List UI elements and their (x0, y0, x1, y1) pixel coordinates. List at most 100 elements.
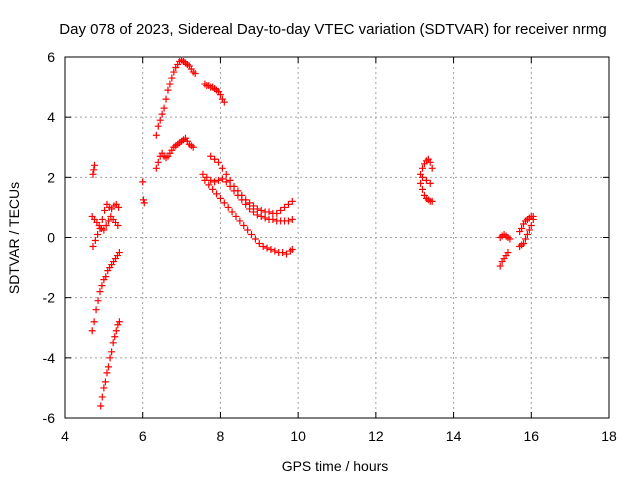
data-point (114, 321, 122, 329)
data-point (101, 206, 109, 214)
x-tick-label: 14 (446, 428, 462, 444)
x-tick-label: 10 (290, 428, 306, 444)
grid (65, 57, 609, 418)
x-tick-label: 4 (61, 428, 69, 444)
data-point (164, 86, 172, 94)
data-point (114, 221, 122, 229)
data-point (253, 205, 261, 213)
data-point (214, 158, 222, 166)
data-point (115, 318, 123, 326)
x-tick-label: 12 (368, 428, 384, 444)
data-point (220, 98, 228, 106)
data-point (261, 214, 269, 222)
data-point (105, 363, 113, 371)
x-tick-label: 6 (139, 428, 147, 444)
data-point (238, 196, 246, 204)
data-point (92, 306, 100, 314)
data-point (139, 178, 147, 186)
data-point (152, 164, 160, 172)
data-points (88, 56, 537, 410)
data-point (281, 203, 289, 211)
data-point (88, 327, 96, 335)
data-point (100, 226, 108, 234)
data-point (156, 116, 164, 124)
data-point (255, 240, 263, 248)
data-point (226, 182, 234, 190)
data-point (115, 203, 123, 211)
data-point (428, 164, 436, 172)
data-point (209, 185, 217, 193)
y-tick-label: -6 (43, 410, 56, 426)
data-point (96, 288, 104, 296)
y-tick-label: 6 (47, 49, 55, 65)
data-point (160, 104, 168, 112)
data-point (428, 197, 436, 205)
data-point (214, 176, 222, 184)
data-point (228, 208, 236, 216)
data-point (213, 190, 221, 198)
y-tick-label: 0 (47, 230, 55, 246)
data-point (111, 333, 119, 341)
data-point (222, 178, 230, 186)
data-point (170, 68, 178, 76)
data-point (191, 70, 199, 78)
series-seg-h (152, 134, 197, 172)
data-point (154, 122, 162, 130)
data-point (246, 205, 254, 213)
y-tick-label: -2 (43, 290, 56, 306)
data-point (91, 161, 99, 169)
data-point (103, 369, 111, 377)
data-point (108, 348, 116, 356)
series-seg-k (201, 176, 296, 258)
data-point (189, 143, 197, 151)
data-point (90, 318, 98, 326)
data-point (504, 249, 512, 257)
data-point (94, 297, 102, 305)
data-point (102, 273, 110, 281)
data-point (162, 95, 170, 103)
data-point (218, 164, 226, 172)
data-point (109, 339, 117, 347)
axis-ticks: 4 6 8 10 12 14 16 18 -6 -4 -2 0 2 4 6 (43, 49, 617, 444)
data-point (422, 176, 430, 184)
series-seg-m (496, 230, 514, 270)
series-seg-f (152, 56, 199, 139)
data-point (205, 181, 213, 189)
data-point (426, 179, 434, 187)
data-point (98, 282, 106, 290)
data-point (529, 212, 537, 220)
data-point (269, 215, 277, 223)
data-point (267, 246, 275, 254)
x-axis-label: GPS time / hours (282, 458, 389, 474)
data-point (100, 384, 108, 392)
data-point (140, 199, 148, 207)
series-seg-l (417, 155, 436, 205)
data-point (230, 187, 238, 195)
data-point (98, 215, 106, 223)
data-point (224, 203, 232, 211)
data-point (102, 221, 110, 229)
data-point (418, 173, 426, 181)
data-point (249, 202, 257, 210)
data-point (521, 235, 529, 243)
data-point (106, 354, 114, 362)
data-point (101, 378, 109, 386)
data-point (152, 131, 160, 139)
data-point (154, 158, 162, 166)
data-point (418, 164, 426, 172)
data-point (168, 74, 176, 82)
series-seg-c (88, 212, 122, 234)
data-point (166, 80, 174, 88)
data-point (115, 249, 123, 257)
data-point (426, 158, 434, 166)
data-point (216, 194, 224, 202)
data-point (89, 170, 97, 178)
data-point (236, 217, 244, 225)
y-axis-label: SDTVAR / TECUs (6, 182, 22, 294)
data-point (220, 199, 228, 207)
data-point (279, 249, 287, 257)
data-point (277, 206, 285, 214)
series-seg-g (201, 80, 228, 106)
data-point (251, 235, 259, 243)
series-seg-j (199, 170, 296, 225)
